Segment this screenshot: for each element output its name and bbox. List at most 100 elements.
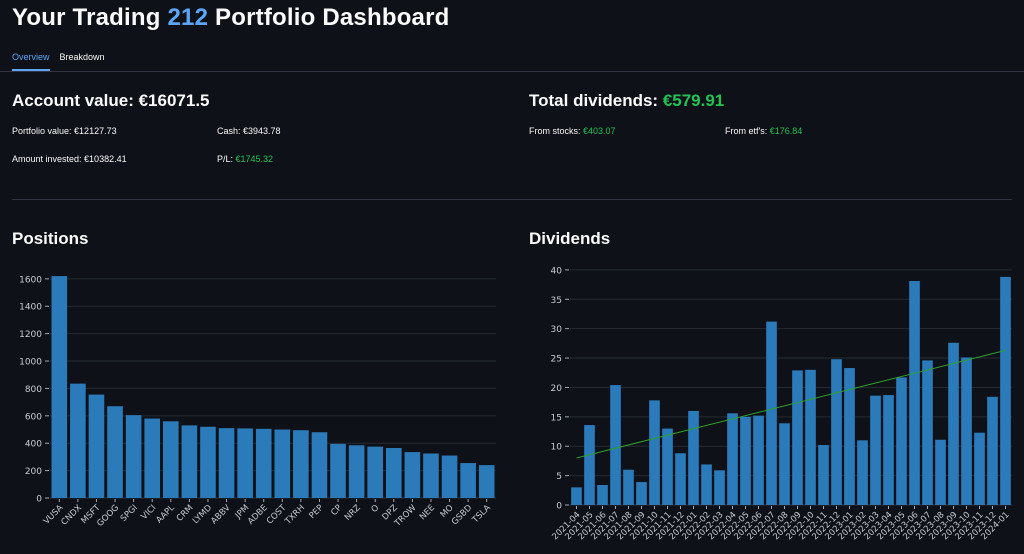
y-tick-label: 0 (36, 495, 42, 505)
bar-2021-06[interactable] (597, 485, 608, 505)
bar-2023-04[interactable] (883, 395, 894, 505)
bar-2023-11[interactable] (974, 432, 985, 505)
dividends-from-stocks: From stocks: €403.07 (529, 126, 616, 136)
bar-TROW[interactable] (404, 452, 421, 498)
bar-2022-02[interactable] (701, 464, 712, 505)
bar-2022-10[interactable] (805, 369, 816, 505)
bar-CP[interactable] (330, 443, 346, 498)
title-accent: 212 (167, 4, 209, 31)
dividends-heading: Dividends (529, 229, 611, 248)
bar-2023-06[interactable] (909, 281, 920, 505)
x-tick-label: TSLA (470, 503, 493, 526)
y-tick-label: 1000 (19, 358, 42, 368)
bar-VICI[interactable] (144, 418, 161, 498)
from-etfs-label: From etf's: (725, 126, 770, 136)
bar-MSFT[interactable] (88, 394, 105, 498)
bar-2023-01[interactable] (844, 368, 855, 505)
bar-LYMD[interactable] (200, 426, 216, 498)
bar-COST[interactable] (274, 429, 291, 498)
bar-GOOG[interactable] (107, 406, 123, 498)
bar-2023-05[interactable] (896, 377, 907, 505)
bar-2023-07[interactable] (922, 360, 933, 505)
dividends-chart[interactable]: 05101520253035402021-042021-052021-06202… (512, 258, 1024, 554)
bar-2023-02[interactable] (857, 440, 868, 505)
positions-chart[interactable]: 02004006008001000120014001600VUSACNDXMSF… (0, 258, 512, 554)
y-tick-label: 35 (551, 296, 562, 306)
portfolio-value: Portfolio value: €12127.73 (12, 126, 117, 136)
tab-breakdown[interactable]: Breakdown (59, 52, 105, 62)
amount-invested: Amount invested: €10382.41 (12, 154, 127, 164)
account-value-heading: Account value: €16071.5 (12, 91, 210, 111)
trend-line (576, 349, 1006, 459)
y-tick-label: 600 (25, 412, 42, 422)
bar-2023-12[interactable] (987, 396, 998, 505)
bar-ABBV[interactable] (218, 428, 235, 498)
bar-TXRH[interactable] (293, 430, 309, 498)
x-tick-label: O (370, 503, 382, 515)
total-dividends-heading: Total dividends: €579.91 (529, 91, 724, 111)
bar-CRM[interactable] (181, 425, 198, 498)
bar-2022-08[interactable] (779, 423, 790, 505)
bar-NEE[interactable] (423, 453, 439, 498)
bar-2022-04[interactable] (727, 413, 738, 505)
amount-invested-label: Amount invested: (12, 154, 85, 164)
bar-2021-09[interactable] (636, 482, 647, 505)
x-tick-label: COST (265, 502, 289, 526)
bar-AAPL[interactable] (162, 421, 179, 498)
bar-2022-06[interactable] (753, 415, 764, 505)
bar-2021-10[interactable] (649, 400, 660, 505)
bar-2023-10[interactable] (961, 357, 972, 505)
bar-TSLA[interactable] (478, 465, 495, 498)
bar-2021-04[interactable] (571, 487, 582, 505)
bar-2024-01[interactable] (1000, 276, 1011, 505)
total-dividends-label: Total dividends: (529, 91, 663, 110)
x-tick-label: TXRH (283, 503, 307, 527)
bar-2022-07[interactable] (766, 321, 777, 505)
bar-VUSA[interactable] (51, 276, 68, 498)
bar-2022-11[interactable] (818, 445, 829, 505)
y-tick-label: 400 (25, 440, 42, 450)
bar-2023-09[interactable] (948, 342, 959, 505)
profit-loss: P/L: €1745.32 (217, 154, 273, 164)
bar-MO[interactable] (441, 455, 458, 498)
bar-ADBE[interactable] (255, 428, 272, 498)
cash-label: Cash: (217, 126, 244, 136)
account-value-amount: €16071.5 (138, 91, 210, 110)
bar-2021-08[interactable] (623, 469, 634, 505)
bar-2021-07[interactable] (610, 385, 621, 505)
dividends-from-etfs: From etf's: €176.84 (725, 126, 802, 136)
y-tick-label: 5 (556, 472, 562, 482)
positions-heading: Positions (12, 229, 89, 248)
section-divider (12, 199, 1012, 200)
y-tick-label: 25 (551, 355, 562, 365)
profit-loss-value: €1745.32 (235, 154, 274, 164)
x-tick-label: NEE (418, 503, 437, 522)
bar-GSBD[interactable] (460, 463, 476, 498)
tab-overview[interactable]: Overview (12, 52, 50, 71)
bar-SPGI[interactable] (125, 415, 142, 498)
bar-O[interactable] (367, 446, 384, 498)
bar-2022-12[interactable] (831, 359, 842, 505)
cash-value: Cash: €3943.78 (217, 126, 281, 136)
bar-CNDX[interactable] (70, 383, 86, 498)
amount-invested-value: €10382.41 (84, 154, 127, 164)
bar-JPM[interactable] (237, 428, 253, 498)
bar-2023-03[interactable] (870, 395, 881, 505)
bar-2021-12[interactable] (675, 453, 686, 505)
bar-2022-09[interactable] (792, 370, 803, 505)
bar-2022-05[interactable] (740, 416, 751, 505)
bar-2023-08[interactable] (935, 439, 946, 505)
y-tick-label: 800 (25, 385, 42, 395)
bar-NRZ[interactable] (348, 445, 365, 498)
y-tick-label: 1200 (19, 330, 42, 340)
bar-PEP[interactable] (311, 432, 328, 498)
x-tick-label: AAPL (154, 503, 177, 526)
bar-2021-11[interactable] (662, 428, 673, 505)
x-tick-label: PEP (307, 503, 325, 521)
total-dividends-amount: €579.91 (662, 91, 725, 110)
bar-2021-05[interactable] (584, 425, 595, 505)
bar-2022-01[interactable] (688, 410, 699, 505)
bar-DPZ[interactable] (385, 448, 402, 498)
bar-2022-03[interactable] (714, 470, 725, 505)
